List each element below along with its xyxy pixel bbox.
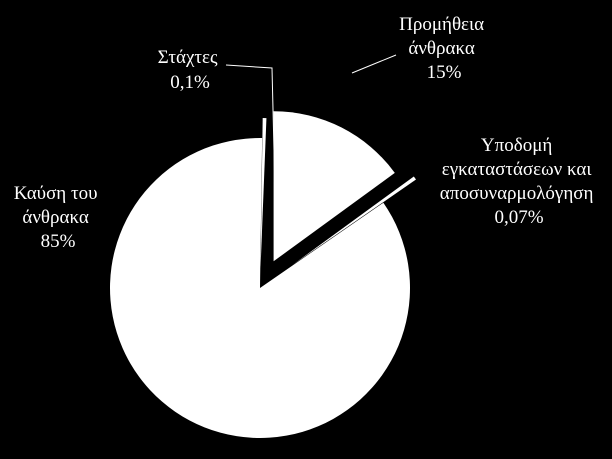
slice-label-coal-supply: Προμήθεια άνθρακα 15% <box>399 14 489 83</box>
slice-coal-supply <box>273 111 395 262</box>
leader-line-coal-supply <box>351 54 397 74</box>
slice-label-coal-combustion: Καύση του άνθρακα 85% <box>14 183 103 252</box>
slice-coal-combustion <box>110 138 410 438</box>
leader-lines <box>225 54 397 193</box>
slice-label-infrastructure: Υποδομή εγκαταστάσεων και αποσυναρμολόγη… <box>440 135 598 228</box>
pie-slices <box>110 111 416 438</box>
slice-infrastructure <box>292 176 416 265</box>
slice-label-ash: Στάχτες 0,1% <box>158 47 223 93</box>
slice-ash <box>260 118 267 269</box>
leader-line-ash <box>225 64 276 193</box>
